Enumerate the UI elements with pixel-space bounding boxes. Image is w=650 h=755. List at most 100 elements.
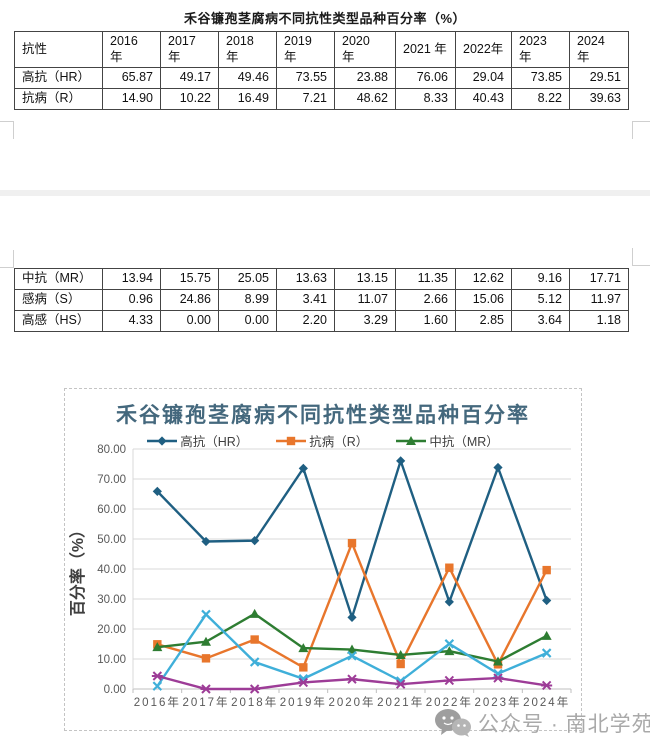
marker-square — [287, 436, 296, 445]
table-cell-value: 9.16 — [511, 268, 570, 290]
table-cell-value: 8.33 — [395, 88, 456, 110]
marker-x — [152, 681, 163, 691]
marker-square — [396, 659, 405, 669]
y-tick-label: 0.00 — [104, 684, 126, 696]
legend-item: 高抗（HR） — [147, 431, 248, 450]
x-tick-label: 2024年 — [523, 695, 570, 709]
marker-diamond — [493, 462, 503, 473]
watermark: 公众号 · 南北学苑 — [434, 708, 650, 738]
table-cell-value: 76.06 — [395, 67, 456, 89]
legend-item: 抗病（R） — [276, 431, 368, 450]
marker-square — [445, 563, 454, 572]
chart-title: 禾谷镰孢茎腐病不同抗性类型品种百分率 — [116, 404, 530, 427]
x-tick-label: 2019年 — [280, 695, 327, 709]
y-tick-label: 70.00 — [97, 474, 126, 486]
marker-triangle — [395, 649, 406, 659]
marker-square — [542, 565, 551, 575]
table-cell-value: 8.99 — [218, 289, 277, 311]
marker-diamond — [250, 536, 260, 546]
x-tick-label: 2018年 — [231, 695, 278, 709]
wechat-icon — [435, 709, 471, 737]
text-boundary-mark-top-left — [0, 121, 14, 139]
marker-diamond — [347, 612, 357, 622]
resistance-line-chart[interactable]: 禾谷镰孢茎腐病不同抗性类型品种百分率 高抗（HR） 抗病（R） 中抗（MR） 0.0… — [64, 388, 582, 731]
table-cell-value: 13.15 — [334, 268, 396, 290]
y-tick-label: 60.00 — [97, 504, 126, 516]
table-row: 抗病（R） 14.90 10.22 16.49 7.21 48.62 8.33 40.43 8.… — [14, 88, 629, 110]
table-header-year: 2018 年 — [218, 31, 277, 68]
x-tick-label: 2021年 — [377, 695, 424, 709]
x-tick-label: 2017年 — [182, 695, 229, 709]
table-cell-value: 13.63 — [276, 268, 335, 290]
page-separator-band — [0, 190, 650, 196]
text-boundary-mark-bottom-right — [632, 248, 650, 266]
y-tick-label: 10.00 — [97, 654, 126, 666]
row-label: 中抗（MR） — [14, 268, 103, 290]
marker-triangle — [347, 644, 357, 654]
table-cell-value: 73.85 — [511, 67, 570, 89]
marker-triangle — [406, 435, 417, 445]
table-cell-value: 2.20 — [276, 310, 335, 332]
text-boundary-mark-top-right — [632, 121, 650, 139]
marker-x — [541, 648, 552, 658]
table-cell-value: 15.06 — [455, 289, 512, 311]
table-cell-value: 16.49 — [218, 88, 277, 110]
table-cell-value: 15.75 — [160, 268, 219, 290]
table-cell-value: 12.62 — [455, 268, 512, 290]
legend-item: 中抗（MR） — [396, 431, 499, 450]
resistance-table-bottom: 中抗（MR） 13.94 15.75 25.05 13.63 13.15 11.35 12.6… — [14, 268, 629, 332]
table-cell-value: 2.85 — [455, 310, 512, 332]
table-cell-value: 3.41 — [276, 289, 335, 311]
table-row: 高感（HS） 4.33 0.00 0.00 2.20 3.29 1.60 2.85 3.64 1.… — [14, 310, 629, 332]
table-cell-value: 25.05 — [218, 268, 277, 290]
marker-diamond — [396, 456, 406, 466]
marker-square — [299, 663, 308, 672]
table-cell-value: 13.94 — [102, 268, 161, 290]
table-header-year: 2024 年 — [569, 31, 629, 68]
legend-label: 抗病（R） — [309, 435, 369, 449]
table-header-resistance: 抗性 — [14, 31, 103, 68]
marker-x — [444, 639, 455, 649]
table-cell-value: 40.43 — [455, 88, 512, 110]
marker-triangle — [541, 630, 552, 640]
marker-asterisk — [541, 680, 553, 691]
table-cell-value: 29.51 — [569, 67, 629, 89]
table-cell-value: 17.71 — [569, 268, 629, 290]
marker-diamond — [201, 536, 211, 547]
y-tick-label: 20.00 — [97, 624, 126, 636]
marker-diamond — [444, 597, 454, 607]
x-tick-label: 2022年 — [426, 695, 473, 709]
marker-square — [347, 538, 357, 548]
legend-label: 中抗（MR） — [429, 435, 499, 449]
table-cell-value: 14.90 — [102, 88, 161, 110]
marker-diamond — [157, 435, 167, 446]
y-tick-label: 30.00 — [97, 594, 126, 606]
marker-x — [201, 609, 211, 620]
y-tick-label: 80.00 — [97, 444, 126, 456]
document-title: 禾谷镰孢茎腐病不同抗性类型品种百分率（%） — [183, 11, 467, 26]
table-cell-value: 11.97 — [569, 289, 629, 311]
table-header-year: 2020 年 — [334, 31, 396, 68]
table-header-year: 2022年 — [455, 31, 512, 68]
marker-asterisk — [297, 677, 309, 688]
marker-x — [249, 657, 260, 667]
chart-plot-area: 0.00 10.00 20.00 30.00 40.00 50.00 60.00 70.00 8… — [68, 444, 572, 709]
marker-asterisk — [346, 674, 358, 684]
marker-asterisk — [492, 673, 504, 683]
marker-triangle — [298, 643, 309, 653]
marker-asterisk — [151, 671, 163, 681]
marker-asterisk — [443, 675, 455, 686]
marker-x — [347, 651, 357, 661]
table-cell-value: 1.18 — [569, 310, 629, 332]
table-header-year: 2023 年 — [511, 31, 570, 68]
table-header-year: 2021 年 — [395, 31, 456, 68]
chart-legend: 高抗（HR） 抗病（R） 中抗（MR） — [65, 431, 581, 450]
marker-triangle — [493, 656, 503, 666]
table-cell-value: 73.55 — [276, 67, 335, 89]
table-header-year: 2019 年 — [276, 31, 335, 68]
table-header-year: 2016 年 — [102, 31, 161, 68]
table-cell-value: 23.88 — [334, 67, 396, 89]
table-cell-value: 24.86 — [160, 289, 219, 311]
marker-square — [250, 635, 259, 644]
table-cell-value: 39.63 — [569, 88, 629, 110]
